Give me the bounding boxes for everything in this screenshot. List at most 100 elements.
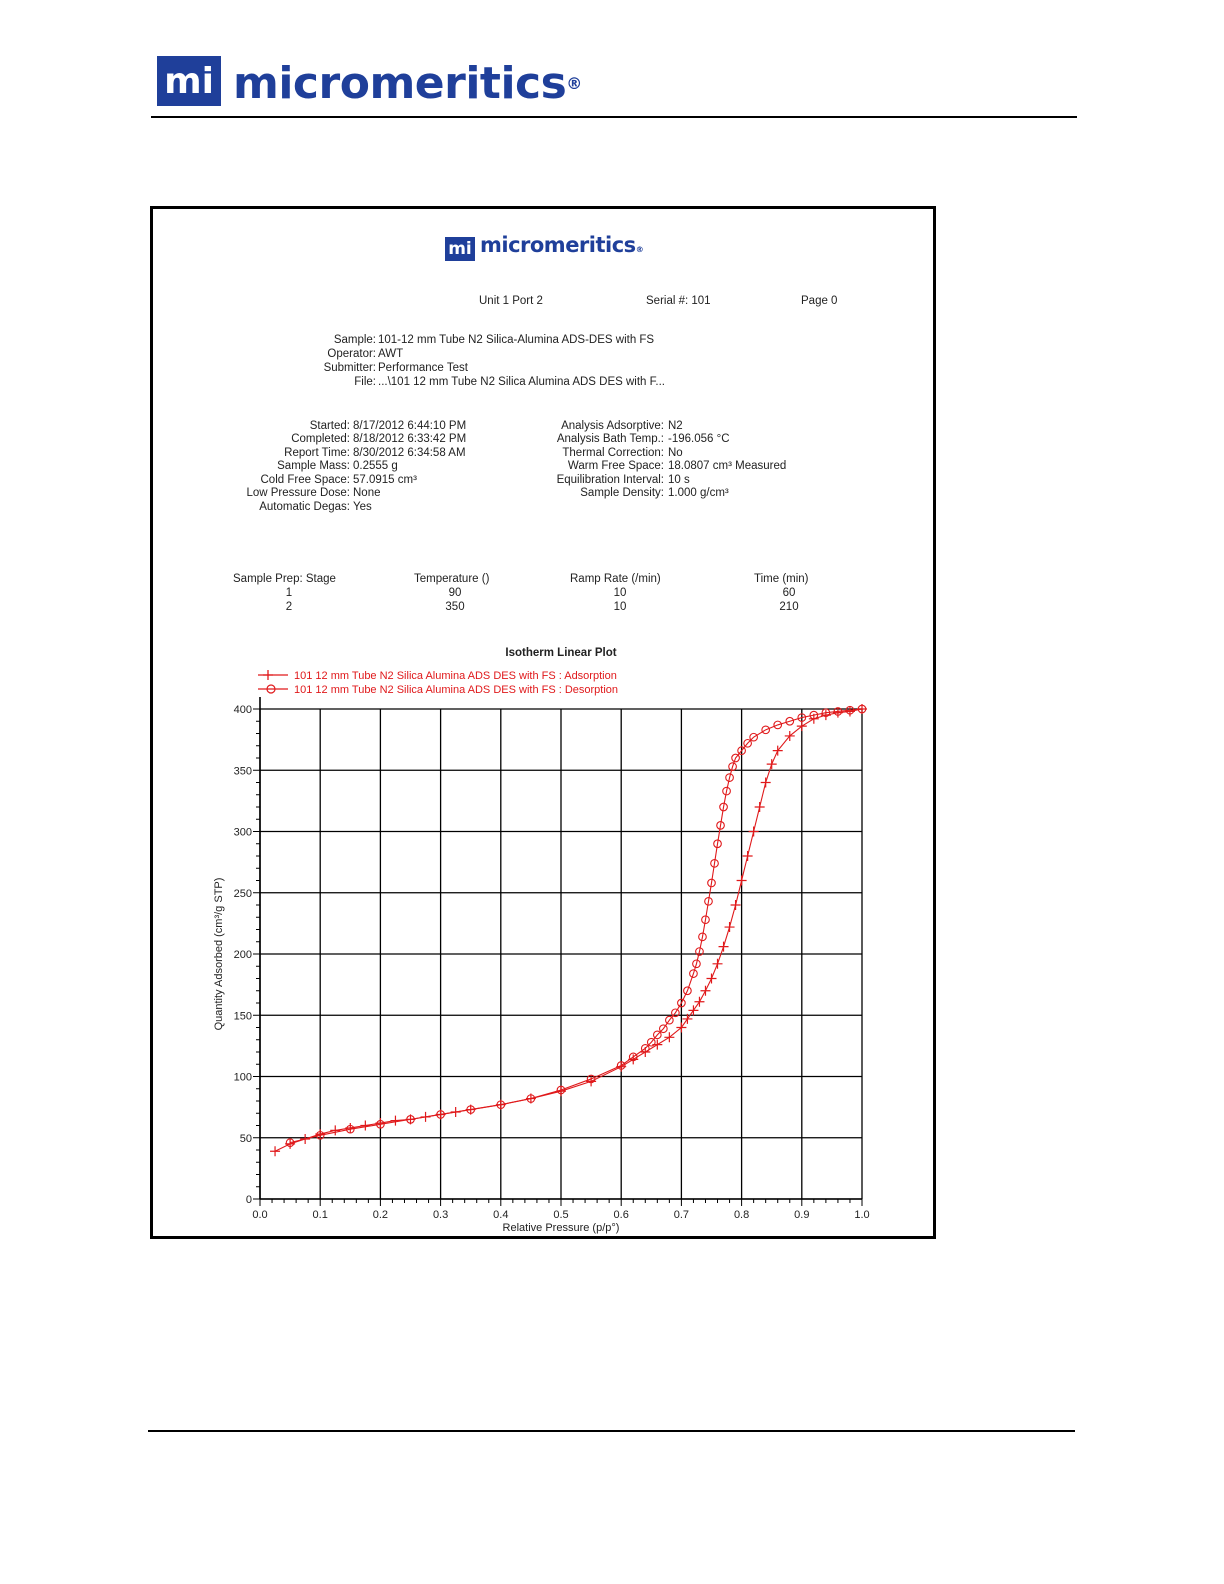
desorption-point [315,1130,325,1140]
desorption-point [640,1043,650,1053]
submitter-value: Performance Test [378,362,468,374]
adsorption-point [784,730,795,741]
desorption-point [665,1015,674,1025]
sample-density-value: 1.000 g/cm³ [668,487,729,499]
prep-row-1-time: 60 [782,587,796,599]
desorption-point [496,1100,506,1110]
adsorption-point [742,851,753,861]
desorption-point [652,1030,662,1040]
prep-row-1-temperature: 90 [448,587,462,599]
prep-header-ramp: Ramp Rate (/min) [570,573,661,585]
desorption-point [821,708,831,718]
adsorption-point [718,941,729,952]
desorption-point [646,1037,656,1047]
report-time-label: Report Time: [284,447,350,459]
y-tick-label: 400 [234,704,252,716]
desorption-point [406,1115,415,1124]
adsorption-point [270,1146,281,1157]
x-tick-label: 0.4 [493,1209,508,1221]
desorption-point [671,1008,680,1018]
y-axis-label: Quantity Adsorbed (cm³/g STP) [213,878,225,1031]
logo-registered: ® [566,74,582,93]
automatic-degas-value: Yes [353,501,372,513]
logo-mark-icon: mi [157,56,221,106]
desorption-point [436,1110,445,1119]
header-rule [151,116,1077,118]
adsorption-point [694,996,705,1007]
file-value: ...\101 12 mm Tube N2 Silica Alumina ADS… [378,376,665,388]
report-logo-wordmark: micromeritics® [480,234,644,261]
desorption-point [833,707,843,716]
operator-value: AWT [378,348,404,360]
adsorptive-label: Analysis Adsorptive: [561,420,664,432]
legend-entry: 101 12 mm Tube N2 Silica Alumina ADS DES… [294,684,618,696]
unit-port: Unit 1 Port 2 [479,295,543,307]
x-axis-label: Relative Pressure (p/p°) [503,1222,620,1234]
desorption-point [689,969,698,978]
desorption-point [692,959,701,969]
file-label: File: [354,376,376,388]
desorption-point [345,1124,355,1134]
adsorption-point [724,922,735,933]
prep-row-2-stage: 2 [285,601,293,613]
operator-label: Operator: [327,348,376,360]
adsorption-point [772,745,783,756]
desorption-point [285,1138,295,1148]
started-value: 8/17/2012 6:44:10 PM [353,420,467,432]
equilibration-label: Equilibration Interval: [556,474,664,486]
warm-free-space-value: 18.0807 cm³ Measured [668,460,787,472]
report-time-value: 8/30/2012 6:34:58 AM [353,447,466,459]
desorption-point [628,1052,638,1062]
chart-title: Isotherm Linear Plot [505,647,616,659]
prep-row-1-ramp: 10 [613,587,627,599]
adsorption-point [754,802,765,812]
serial-number: Serial #: 101 [646,295,711,307]
desorption-point [586,1074,596,1084]
desorption-point [773,720,783,730]
adsorption-point [706,973,717,984]
logo-text: micromeritics [233,58,567,109]
report-frame: mi micromeritics® Unit 1 Port 2 Serial #… [150,206,936,1239]
started-label: Started: [309,420,350,432]
report-logo-mark-icon: mi [445,237,475,261]
adsorption-point [330,1125,341,1136]
y-tick-label: 250 [234,888,252,900]
page-logo: mi micromeritics® [157,56,582,106]
adsorption-point [736,875,747,886]
adsorption-point [676,1022,687,1033]
x-tick-label: 0.1 [313,1209,328,1221]
prep-header-stage: Sample Prep: Stage [233,573,336,585]
desorption-point [707,878,716,888]
sample-mass-label: Sample Mass: [277,460,350,472]
desorption-point [809,710,819,720]
series-line [274,708,863,1152]
adsorptive-value: N2 [668,420,683,432]
adsorption-point [390,1115,401,1126]
prep-header-time: Time (min) [754,573,809,585]
prep-row-2-temperature: 350 [445,601,465,613]
sample-value: 101-12 mm Tube N2 Silica-Alumina ADS-DES… [378,334,655,346]
y-tick-label: 300 [234,827,252,839]
bath-temp-value: -196.056 °C [668,433,730,445]
low-pressure-dose-value: None [353,487,381,499]
sample-mass-value: 0.2555 g [353,460,398,472]
desorption-point [731,753,740,763]
desorption-point [376,1119,385,1129]
desorption-point [719,802,728,812]
x-tick-label: 0.3 [433,1209,448,1221]
desorption-point [683,986,692,996]
x-tick-label: 1.0 [854,1209,869,1221]
y-tick-label: 350 [234,765,252,777]
desorption-point [857,704,867,714]
desorption-point [698,932,707,942]
x-tick-label: 0.5 [553,1209,568,1221]
adsorption-point [664,1032,675,1043]
prep-row-2-time: 210 [779,601,799,613]
desorption-point [761,725,771,735]
series-line [289,708,863,1144]
equilibration-value: 10 s [668,474,690,486]
x-tick-label: 0.0 [252,1209,267,1221]
desorption-point [725,773,734,782]
adsorption-point [682,1013,693,1024]
desorption-point [713,839,722,849]
